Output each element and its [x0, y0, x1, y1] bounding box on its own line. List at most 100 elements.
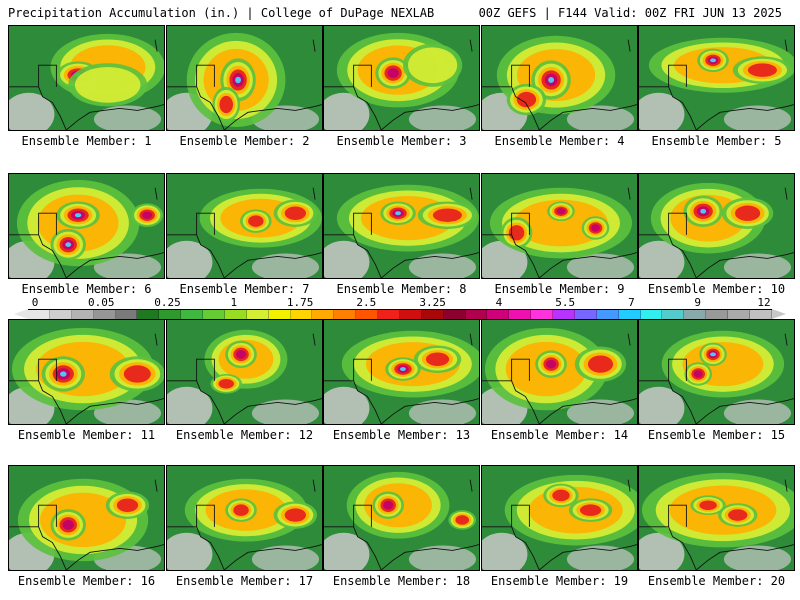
precip-map	[9, 26, 164, 130]
precip-contour	[710, 352, 717, 357]
colorbar-segment	[399, 310, 422, 319]
colorbar-segment	[640, 310, 663, 319]
precip-contour	[395, 211, 402, 216]
state-border	[324, 212, 479, 278]
precip-contour	[233, 504, 249, 516]
state-border	[324, 64, 479, 130]
colorbar-segment	[574, 310, 597, 319]
dry-region	[723, 253, 792, 278]
precip-contour	[235, 76, 242, 84]
dry-region	[482, 532, 528, 570]
lake-outline	[784, 39, 788, 52]
lake-outline	[154, 479, 158, 492]
dry-region	[167, 386, 213, 424]
colorbar-segment	[49, 310, 72, 319]
ensemble-member-label: Ensemble Member: 1	[21, 134, 152, 148]
colorbar-segment	[465, 310, 488, 319]
colorbar-segment	[749, 310, 772, 319]
colorbar-segment	[246, 310, 269, 319]
ensemble-member-label: Ensemble Member: 18	[332, 574, 471, 588]
precip-map	[167, 26, 322, 130]
ensemble-map-panel	[323, 25, 480, 131]
state-border	[482, 212, 637, 278]
precip-contour	[74, 213, 82, 218]
ensemble-member-label: Ensemble Member: 11	[17, 428, 156, 442]
precip-map	[324, 466, 479, 570]
colorbar-segment	[531, 310, 553, 319]
dry-region	[566, 399, 635, 424]
ensemble-map-panel	[8, 173, 165, 279]
state-border	[9, 504, 164, 570]
ensemble-map-panel	[638, 319, 795, 425]
precip-contour	[552, 489, 570, 502]
precip-contour	[700, 208, 707, 214]
colorbar-segment	[509, 310, 532, 319]
precip-map	[9, 174, 164, 278]
colorbar-tick-label: 9	[694, 296, 702, 309]
state-border	[9, 212, 164, 278]
colorbar-segment	[181, 310, 203, 319]
lake-outline	[469, 333, 473, 346]
ensemble-map-panel	[166, 25, 323, 131]
dry-region	[251, 399, 320, 424]
dry-region	[324, 386, 370, 424]
colorbar-high-arrow	[772, 309, 786, 319]
ensemble-member-label: Ensemble Member: 17	[175, 574, 314, 588]
precip-contour	[587, 355, 614, 373]
precip-contour	[235, 349, 247, 359]
state-border	[167, 504, 322, 570]
colorbar-segment	[618, 310, 641, 319]
dry-region	[408, 545, 477, 570]
precip-map	[482, 466, 637, 570]
precip-contour	[65, 242, 72, 247]
ensemble-member-label: Ensemble Member: 13	[332, 428, 471, 442]
precip-map	[9, 320, 164, 424]
dry-region	[566, 105, 635, 130]
page-title: Precipitation Accumulation (in.) | Colle…	[8, 6, 435, 20]
state-border	[167, 212, 322, 278]
precip-contour	[62, 519, 74, 530]
precip-contour	[699, 500, 717, 511]
state-border	[324, 358, 479, 424]
ensemble-map-panel	[323, 173, 480, 279]
ensemble-member-label: Ensemble Member: 19	[490, 574, 629, 588]
colorbar-tick-label: 0.05	[88, 296, 115, 309]
precip-map	[639, 466, 794, 570]
lake-outline	[154, 187, 158, 200]
colorbar-segment	[684, 310, 707, 319]
precip-contour	[508, 225, 525, 241]
dry-region	[566, 253, 635, 278]
ensemble-map-panel	[8, 25, 165, 131]
precip-contour	[219, 95, 234, 114]
precip-contour	[432, 208, 462, 222]
ensemble-member-label: Ensemble Member: 14	[490, 428, 629, 442]
colorbar-segment	[487, 310, 510, 319]
precip-map	[167, 320, 322, 424]
dry-region	[408, 399, 477, 424]
lake-outline	[627, 187, 631, 200]
precip-map	[324, 26, 479, 130]
precip-contour	[546, 359, 557, 369]
colorbar-tick-label: 12	[757, 296, 771, 309]
ensemble-map-panel	[638, 465, 795, 571]
colorbar-segment	[28, 310, 50, 319]
colorbar-tick-label: 2.5	[356, 296, 377, 309]
ensemble-member-label: Ensemble Member: 9	[494, 282, 625, 296]
ensemble-map-panel	[638, 25, 795, 131]
precip-contour	[284, 206, 306, 220]
colorbar-segment	[93, 310, 116, 319]
dry-region	[251, 545, 320, 570]
colorbar-segment	[268, 310, 291, 319]
precip-contour	[728, 509, 748, 521]
lake-outline	[627, 333, 631, 346]
precip-contour	[693, 370, 703, 378]
state-border	[482, 504, 637, 570]
ensemble-member-label: Ensemble Member: 20	[647, 574, 786, 588]
dry-region	[639, 240, 685, 278]
ensemble-map-panel	[166, 173, 323, 279]
dry-region	[639, 92, 685, 130]
precip-contour	[548, 77, 555, 83]
ensemble-member-label: Ensemble Member: 3	[336, 134, 467, 148]
dry-region	[408, 105, 477, 130]
colorbar-tick-label: 7	[628, 296, 635, 309]
